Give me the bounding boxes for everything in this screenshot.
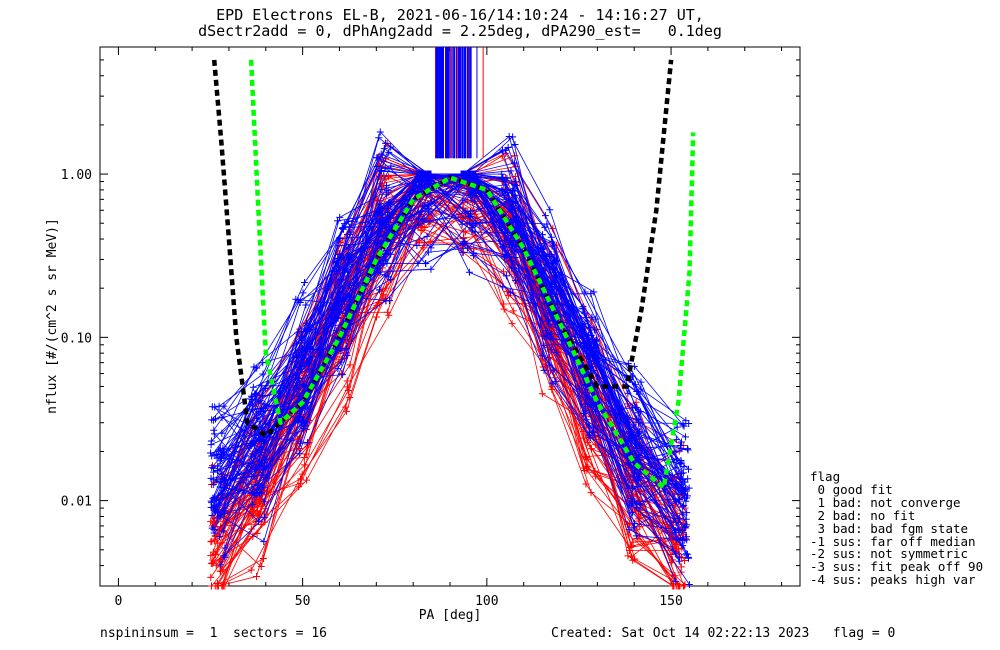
blue-trace xyxy=(224,191,686,528)
red-trace-markers xyxy=(207,171,680,590)
blue-trace xyxy=(220,176,689,566)
y-axis-label: nflux [#/(cm^2 s sr MeV)] xyxy=(45,218,60,414)
blue-trace-markers xyxy=(219,182,681,544)
red-trace xyxy=(212,207,673,563)
blue-trace xyxy=(213,173,689,559)
y-tick-label: 1.00 xyxy=(61,168,92,183)
blue-trace xyxy=(222,184,677,540)
blue-trace xyxy=(220,173,678,484)
blue-trace xyxy=(224,173,679,522)
blue-trace xyxy=(224,210,680,529)
x-axis-ticks: 0 50 100 150 xyxy=(115,47,783,609)
x-tick-label: 100 xyxy=(475,594,498,609)
legend-item: -2 sus: not symmetric xyxy=(810,546,969,562)
green-fit-curve xyxy=(248,59,696,490)
blue-trace xyxy=(220,243,680,562)
legend-item: 1 bad: not converge xyxy=(810,494,961,510)
y-tick-label: 0.10 xyxy=(61,331,92,346)
blue-trace xyxy=(221,180,682,475)
blue-trace xyxy=(213,173,688,525)
blue-trace xyxy=(211,173,681,465)
red-trace xyxy=(215,174,676,555)
y-tick-label: 0.01 xyxy=(61,495,92,510)
red-trace xyxy=(222,173,679,570)
red-trace xyxy=(224,214,674,539)
blue-trace xyxy=(217,173,687,513)
x-tick-label: 150 xyxy=(659,594,682,609)
chart-title-line1: EPD Electrons EL-B, 2021-06-16/14:10:24 … xyxy=(216,6,704,24)
legend-item: 0 good fit xyxy=(810,481,893,497)
black-fit-curve xyxy=(211,59,674,438)
blue-trace xyxy=(211,149,677,503)
blue-trace-markers xyxy=(217,177,686,535)
red-trace-markers xyxy=(216,170,687,500)
footer-right: Created: Sat Oct 14 02:22:13 2023 flag =… xyxy=(551,626,896,641)
legend-item: -4 sus: peaks high var xyxy=(810,572,976,588)
footer-left: nspininsum = 1 sectors = 16 xyxy=(100,626,327,641)
blue-trace xyxy=(211,210,681,530)
x-axis-label: PA [deg] xyxy=(419,608,482,623)
red-trace-markers xyxy=(211,170,688,528)
red-trace xyxy=(224,200,680,587)
blue-trace xyxy=(224,181,687,520)
data-traces xyxy=(207,128,693,590)
blue-trace xyxy=(213,173,685,534)
blue-trace xyxy=(220,179,683,531)
blue-trace xyxy=(223,208,685,496)
flag-legend: flag 0 good fit 1 bad: not converge 2 ba… xyxy=(810,469,984,588)
fit-curves xyxy=(211,59,696,490)
x-tick-label: 0 xyxy=(115,594,123,609)
x-tick-label: 50 xyxy=(295,594,311,609)
legend-item: 3 bad: bad fgm state xyxy=(810,520,969,536)
legend-title: flag xyxy=(810,469,841,484)
red-trace xyxy=(210,174,677,587)
y-axis-ticks: 0.01 0.10 1.00 xyxy=(61,46,800,587)
peak-spikes xyxy=(435,47,484,159)
chart-title-line2: dSectr2add = 0, dPhAng2add = 2.25deg, dP… xyxy=(198,22,722,40)
legend-item: 2 bad: no fit xyxy=(810,507,916,523)
legend-item: -3 sus: fit peak off 90 xyxy=(810,559,984,575)
legend-item: -1 sus: far off median xyxy=(810,533,976,549)
blue-trace-markers xyxy=(207,170,685,468)
